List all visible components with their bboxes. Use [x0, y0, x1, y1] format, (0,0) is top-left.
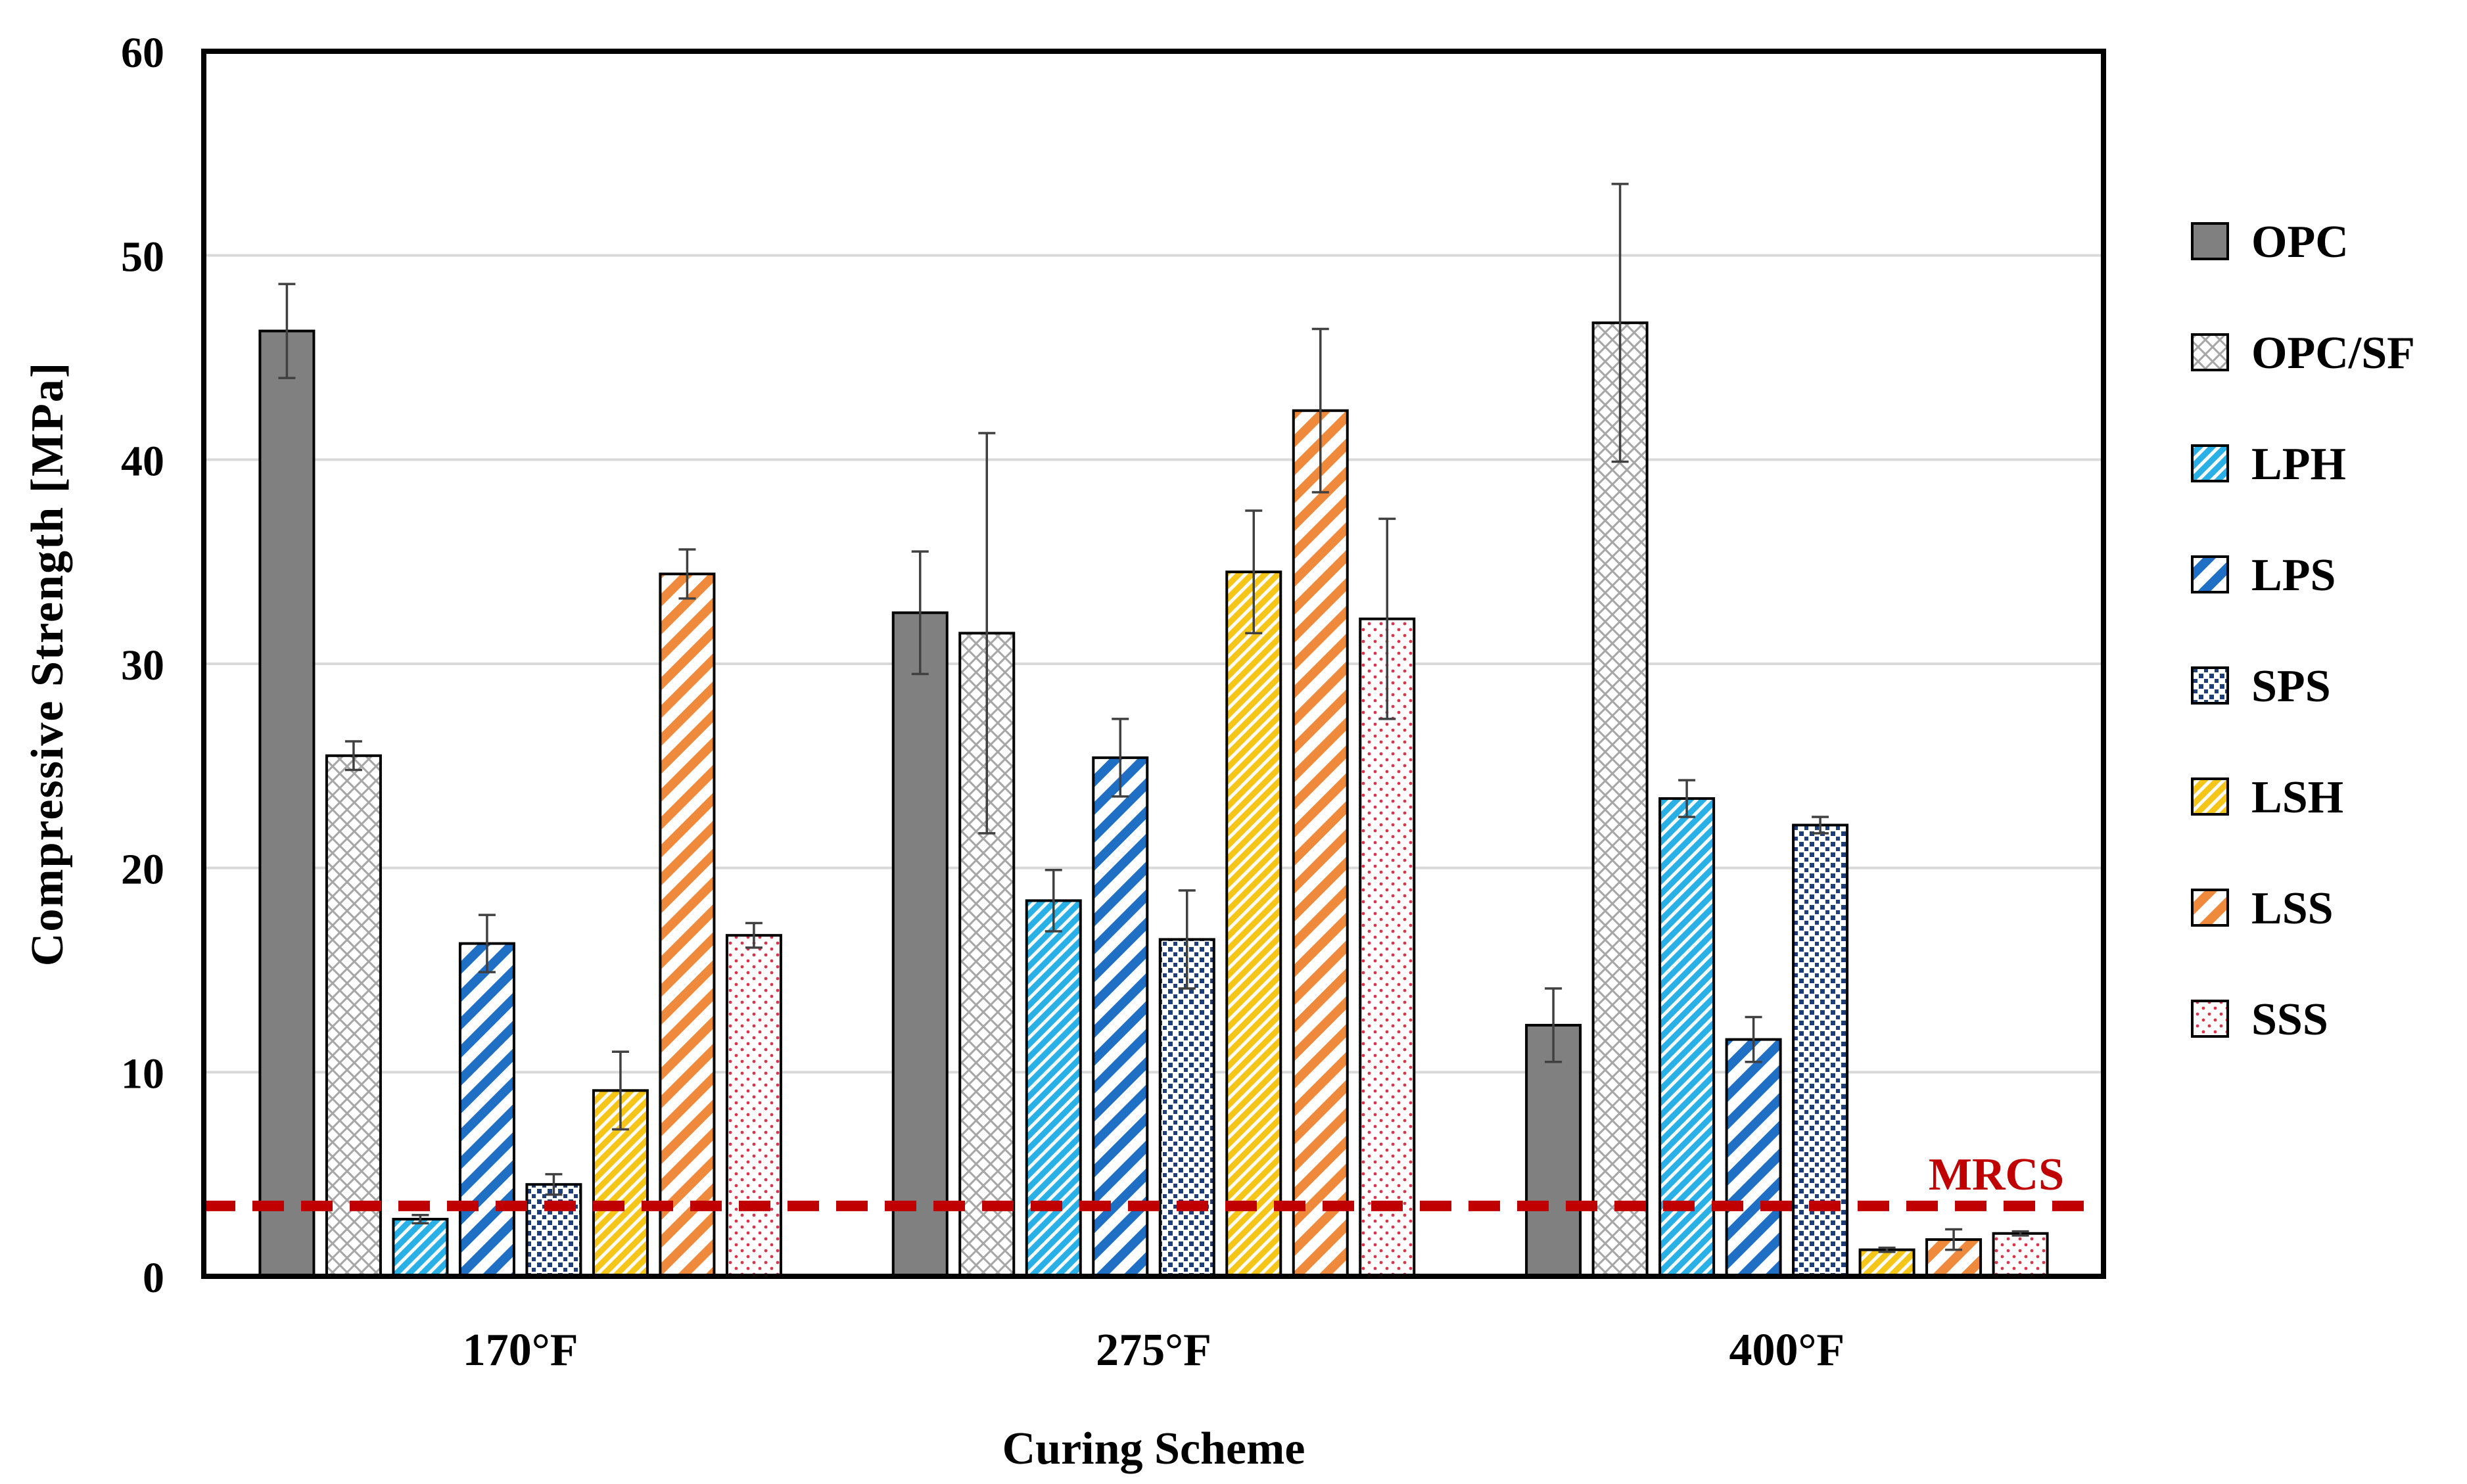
error-bar	[1945, 1228, 1963, 1251]
legend: OPC OPC/SF LPH LPS SPS LSH LSS SSS	[2191, 217, 2415, 1045]
bar-opc-1	[891, 611, 949, 1278]
error-bar	[411, 1214, 429, 1224]
legend-item: OPC/SF	[2191, 328, 2415, 379]
legend-swatch	[2191, 444, 2229, 482]
x-tick-label: 400°F	[1729, 1325, 1844, 1376]
bar-lsh-2	[1858, 1248, 1915, 1278]
x-axis-ticks: 170°F 275°F 400°F	[463, 1325, 1844, 1376]
bar-lss-0	[659, 572, 716, 1278]
y-tick-label: 50	[121, 233, 164, 281]
bar-opc-sf-2	[1591, 321, 1649, 1278]
legend-label: LPS	[2251, 550, 2336, 601]
y-tick-label: 60	[121, 29, 164, 77]
legend-item: LSS	[2191, 883, 2334, 934]
plot-frame	[201, 49, 2106, 1279]
legend-label: SPS	[2251, 661, 2331, 712]
error-bar	[911, 550, 929, 676]
bar-opc-sf-0	[325, 754, 382, 1278]
bar-lps-1	[1092, 756, 1149, 1278]
bar-sps-1	[1158, 938, 1215, 1278]
x-tick-label: 275°F	[1096, 1325, 1211, 1376]
reference-line-label: MRCS	[1929, 1149, 2064, 1200]
legend-label: SSS	[2251, 994, 2328, 1045]
bar-sps-0	[525, 1183, 582, 1278]
legend-item: SPS	[2191, 661, 2331, 712]
error-bar	[545, 1172, 563, 1196]
error-bar	[478, 914, 496, 973]
legend-label: LPH	[2251, 439, 2346, 490]
error-bar	[745, 921, 763, 949]
error-bar	[1178, 889, 1196, 990]
legend-swatch	[2191, 777, 2229, 816]
error-bar	[1112, 718, 1129, 798]
bar-lph-1	[1025, 899, 1082, 1278]
y-tick-label: 0	[143, 1254, 164, 1302]
legend-swatch	[2191, 333, 2229, 371]
error-bar	[278, 283, 296, 379]
y-axis-label: Compressive Strength [MPa]	[22, 361, 73, 966]
x-tick-label: 170°F	[463, 1325, 578, 1376]
error-bars	[278, 183, 2029, 1253]
legend-label: OPC	[2251, 217, 2349, 267]
error-bar	[1045, 869, 1062, 933]
error-bar	[1878, 1246, 1896, 1253]
bar-sss-2	[1992, 1232, 2049, 1278]
legend-label: LSH	[2251, 772, 2343, 823]
legend-label: OPC/SF	[2251, 328, 2415, 379]
bar-lps-0	[458, 942, 515, 1278]
error-bar	[611, 1050, 629, 1131]
bar-lsh-1	[1225, 570, 1282, 1278]
y-tick-label: 30	[121, 641, 164, 689]
error-bar	[1812, 816, 1829, 835]
error-bar	[1378, 517, 1396, 720]
y-tick-label: 40	[121, 437, 164, 485]
bar-lss-1	[1292, 409, 1349, 1278]
y-axis-ticks: 0 10 20 30 40 50 60	[121, 29, 164, 1302]
error-bar	[1545, 987, 1562, 1063]
gridlines	[204, 254, 2103, 1074]
bar-lph-0	[392, 1218, 449, 1278]
legend-item: OPC	[2191, 217, 2349, 267]
legend-item: SSS	[2191, 994, 2328, 1045]
legend-item: LPS	[2191, 550, 2336, 601]
bar-opc-0	[258, 329, 316, 1278]
y-tick-label: 20	[121, 846, 164, 894]
y-tick-label: 10	[121, 1050, 164, 1098]
error-bar	[678, 548, 696, 600]
error-bar	[1745, 1015, 1762, 1063]
reference-line-group: MRCS	[204, 1149, 2103, 1211]
error-bar	[1245, 509, 1263, 635]
legend-label: LSS	[2251, 883, 2334, 934]
x-axis-label: Curing Scheme	[1002, 1424, 1305, 1474]
legend-item: LSH	[2191, 772, 2343, 823]
error-bar	[1311, 327, 1329, 494]
bars	[258, 321, 2049, 1278]
legend-swatch	[2191, 666, 2229, 705]
legend-swatch	[2191, 889, 2229, 927]
error-bar	[1611, 183, 1629, 463]
error-bar	[2011, 1230, 2029, 1237]
bar-sss-0	[725, 934, 782, 1278]
legend-swatch	[2191, 1000, 2229, 1038]
legend-item: LPH	[2191, 439, 2346, 490]
legend-swatch	[2191, 222, 2229, 260]
bar-lps-2	[1725, 1038, 1782, 1278]
error-bar	[344, 740, 362, 772]
legend-swatch	[2191, 555, 2229, 593]
error-bar	[1678, 779, 1696, 818]
error-bar	[978, 432, 996, 835]
